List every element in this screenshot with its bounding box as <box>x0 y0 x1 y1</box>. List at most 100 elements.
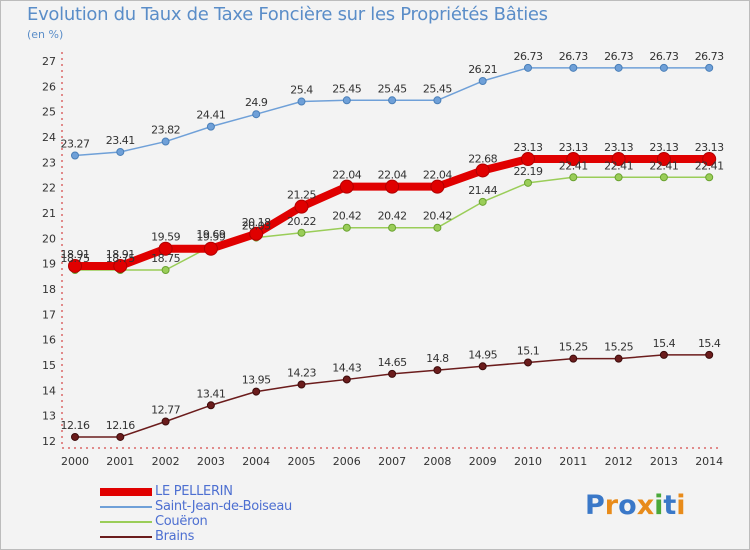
data-label: 22.04 <box>423 169 452 182</box>
proxiti-logo: Proxiti <box>585 490 686 521</box>
y-tick-label: 19 <box>42 258 56 271</box>
legend-label-saint-jean-de-boiseau: Saint-Jean-de-Boiseau <box>155 499 292 514</box>
data-label: 20.22 <box>287 215 316 228</box>
logo-letter: o <box>618 490 637 521</box>
legend-label-le-pellerin: LE PELLERIN <box>155 484 233 499</box>
data-point <box>113 258 128 273</box>
logo-letter: i <box>676 490 686 521</box>
data-point <box>116 147 125 156</box>
data-point <box>71 151 79 160</box>
data-label: 25.45 <box>423 82 452 95</box>
y-tick-label: 14 <box>42 384 56 397</box>
data-label: 18.91 <box>61 248 90 261</box>
y-tick-label: 26 <box>42 80 56 93</box>
data-label: 23.13 <box>649 141 678 154</box>
data-point <box>342 375 351 384</box>
x-tick-label: 2000 <box>61 455 89 468</box>
data-point <box>297 228 306 237</box>
data-label: 13.95 <box>242 374 271 387</box>
data-point <box>614 63 623 72</box>
data-label: 22.04 <box>332 169 361 182</box>
data-label: 26.21 <box>468 63 497 76</box>
data-point <box>478 197 487 206</box>
y-tick-label: 20 <box>42 232 56 245</box>
legend-label-brains: Brains <box>155 529 195 544</box>
data-point <box>342 96 351 105</box>
x-tick-label: 2005 <box>288 455 316 468</box>
data-point <box>478 77 487 86</box>
data-label: 15.4 <box>698 337 721 350</box>
y-tick-label: 16 <box>42 334 56 347</box>
data-label: 26.73 <box>559 50 588 63</box>
data-point <box>702 152 717 167</box>
data-label: 19.59 <box>196 231 225 244</box>
data-label: 23.41 <box>106 134 135 147</box>
x-tick-label: 2014 <box>695 455 723 468</box>
data-point <box>614 173 623 182</box>
data-label: 13.41 <box>196 387 225 400</box>
x-tick-label: 2010 <box>514 455 542 468</box>
data-point <box>705 63 714 72</box>
data-label: 14.95 <box>468 348 497 361</box>
data-point <box>705 173 714 182</box>
data-point <box>203 241 218 256</box>
data-point <box>566 152 581 167</box>
data-point <box>206 122 215 131</box>
data-point <box>342 223 351 232</box>
data-point <box>68 258 82 273</box>
data-label: 26.73 <box>649 50 678 63</box>
data-label: 18.75 <box>106 252 135 265</box>
data-label: 12.77 <box>151 403 180 416</box>
data-label: 22.04 <box>378 169 407 182</box>
data-label: 18.75 <box>151 252 180 265</box>
data-point <box>569 63 578 72</box>
data-label: 23.13 <box>604 141 633 154</box>
logo-letter: r <box>604 490 619 521</box>
y-tick-label: 21 <box>42 207 56 220</box>
data-label: 22.68 <box>468 152 497 165</box>
data-label: 21.44 <box>468 184 497 197</box>
data-point <box>524 63 532 72</box>
y-tick-label: 17 <box>42 308 56 321</box>
chart-title: Evolution du Taux de Taxe Foncière sur l… <box>27 4 548 25</box>
data-label: 23.13 <box>559 141 588 154</box>
data-point <box>71 432 79 441</box>
y-tick-label: 24 <box>42 131 56 144</box>
data-point <box>524 178 532 187</box>
data-point <box>206 401 215 410</box>
x-tick-label: 2002 <box>152 455 180 468</box>
x-tick-label: 2011 <box>559 455 587 468</box>
data-point <box>475 163 490 178</box>
data-point <box>659 63 668 72</box>
data-point <box>385 179 400 194</box>
x-tick-label: 2004 <box>242 455 270 468</box>
data-label: 21.25 <box>287 189 316 202</box>
data-label: 23.13 <box>695 141 724 154</box>
data-point <box>161 266 170 274</box>
x-tick-label: 2009 <box>469 455 497 468</box>
x-tick-label: 2013 <box>650 455 678 468</box>
legend-swatch-coueron <box>100 521 152 523</box>
data-point <box>478 362 487 371</box>
data-point <box>656 152 671 167</box>
x-tick-label: 2006 <box>333 455 361 468</box>
data-point <box>659 173 668 182</box>
data-point <box>161 137 170 146</box>
data-point <box>339 179 354 194</box>
data-point <box>524 358 532 367</box>
data-label: 19.59 <box>151 231 180 244</box>
legend-label-coueron: Couëron <box>155 514 208 529</box>
data-point <box>252 387 261 396</box>
data-label: 26.73 <box>695 50 724 63</box>
data-label: 23.27 <box>61 137 90 150</box>
y-tick-label: 25 <box>42 106 56 119</box>
data-point <box>659 350 668 359</box>
data-label: 15.1 <box>517 344 540 357</box>
y-tick-label: 27 <box>42 55 56 68</box>
data-point <box>297 380 306 389</box>
data-label: 12.16 <box>61 419 90 432</box>
data-label: 23.82 <box>151 124 180 137</box>
data-label: 20.03 <box>242 220 271 233</box>
